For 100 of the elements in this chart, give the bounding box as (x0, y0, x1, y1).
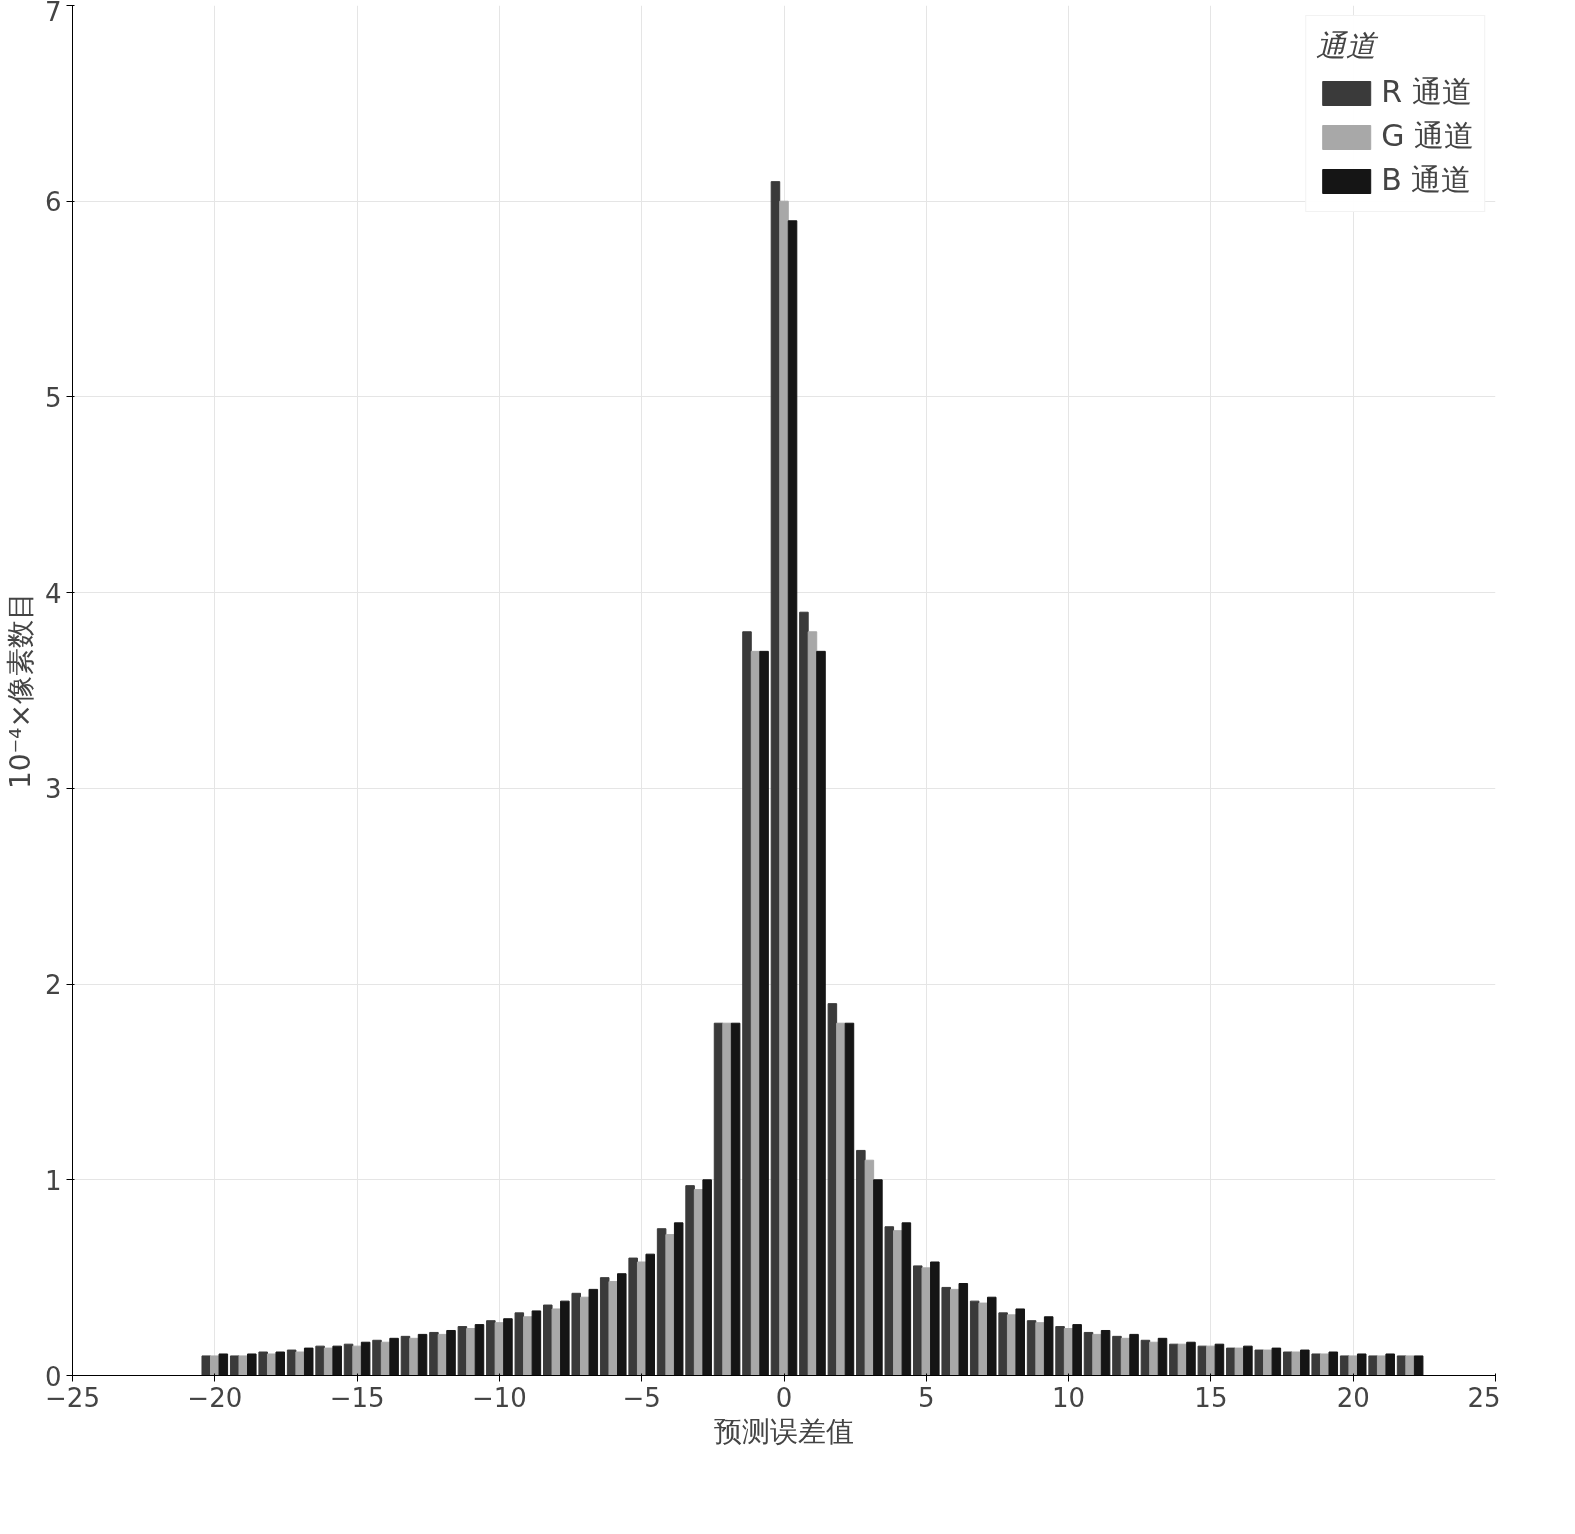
bar (799, 611, 809, 1376)
bar (352, 1345, 362, 1376)
bar (303, 1347, 314, 1376)
x-tick-label: −5 (622, 1382, 661, 1413)
bar (571, 1292, 582, 1376)
x-tick-label: 10 (1052, 1382, 1086, 1413)
bar (315, 1345, 325, 1376)
x-tick-label: 25 (1467, 1382, 1501, 1413)
bar (446, 1329, 456, 1376)
bar (645, 1253, 656, 1376)
bar (836, 1022, 846, 1376)
bar (1100, 1329, 1111, 1376)
legend-label: G 通道 (1381, 117, 1474, 155)
x-tick-label: 15 (1194, 1382, 1228, 1413)
bar (787, 220, 798, 1376)
bar (332, 1345, 342, 1376)
x-tick-label: 5 (918, 1382, 935, 1413)
y-axis-title: 10⁻⁴×像素数目 (3, 591, 37, 790)
x-tick-label: 0 (775, 1382, 793, 1413)
bar (722, 1022, 732, 1376)
x-tick-label: −10 (471, 1382, 527, 1413)
bar (759, 650, 769, 1376)
bar (1385, 1353, 1395, 1376)
bar (360, 1341, 371, 1376)
y-tick-label: 1 (44, 1165, 62, 1196)
bar (372, 1339, 382, 1376)
bar (409, 1337, 419, 1376)
bar (958, 1283, 969, 1376)
bar (873, 1179, 883, 1376)
bar (247, 1353, 257, 1376)
y-tick-label: 6 (44, 187, 62, 218)
bar (1328, 1351, 1339, 1376)
bar (551, 1308, 562, 1376)
bar (864, 1159, 875, 1376)
bar (844, 1022, 855, 1376)
bar (827, 1003, 838, 1376)
bar (628, 1257, 638, 1376)
bar (295, 1351, 305, 1376)
bar (474, 1324, 485, 1376)
bar (466, 1328, 476, 1376)
bar (1368, 1355, 1378, 1376)
bar (1043, 1316, 1054, 1376)
bar (429, 1331, 439, 1376)
bar (514, 1312, 525, 1376)
bar (1356, 1353, 1367, 1376)
bar (1112, 1335, 1122, 1376)
bar (1405, 1355, 1415, 1376)
bar (1035, 1322, 1045, 1376)
bar (884, 1226, 895, 1376)
bar (457, 1326, 468, 1376)
x-tick-label: −20 (187, 1382, 243, 1413)
bar (389, 1337, 399, 1376)
bar (1157, 1337, 1168, 1376)
bar (1291, 1351, 1302, 1376)
legend-label: B 通道 (1381, 161, 1472, 199)
bar (1300, 1349, 1310, 1376)
bar (986, 1296, 997, 1376)
bar (1311, 1353, 1321, 1376)
bar (1015, 1308, 1025, 1376)
bar (816, 650, 826, 1376)
bar (238, 1355, 249, 1376)
bar (617, 1273, 627, 1376)
bar (1169, 1343, 1179, 1376)
bar (560, 1300, 570, 1376)
bar (1348, 1355, 1358, 1376)
bar (1092, 1333, 1102, 1376)
bar (978, 1302, 988, 1376)
y-tick-label: 5 (44, 382, 62, 413)
y-tick-label: 7 (44, 0, 62, 27)
bar (1254, 1349, 1265, 1376)
bar (1206, 1345, 1216, 1376)
bar (1214, 1343, 1225, 1376)
bar (494, 1322, 505, 1376)
bar (1186, 1341, 1196, 1376)
legend-label: R 通道 (1381, 73, 1472, 111)
x-tick-label: 20 (1336, 1382, 1370, 1413)
bar (673, 1222, 684, 1376)
bar (218, 1353, 229, 1376)
x-tick-label: −15 (329, 1382, 385, 1413)
bar (531, 1310, 542, 1376)
bar (417, 1333, 428, 1376)
bar (930, 1261, 940, 1376)
bar (1129, 1333, 1139, 1376)
bar (665, 1234, 675, 1376)
bar (742, 631, 752, 1376)
bar (998, 1312, 1008, 1376)
legend-title: 通道 (1316, 27, 1379, 65)
y-tick-label: 2 (44, 970, 62, 1001)
bar (1234, 1347, 1245, 1376)
bar (702, 1179, 712, 1376)
bar (608, 1281, 619, 1376)
bar (1055, 1326, 1065, 1376)
bar (588, 1288, 599, 1376)
bar (1149, 1341, 1159, 1376)
bar (503, 1318, 513, 1376)
bar (921, 1267, 932, 1376)
bar (901, 1222, 912, 1376)
bar (730, 1022, 741, 1376)
y-tick-label: 3 (44, 774, 62, 805)
bar (685, 1185, 695, 1376)
